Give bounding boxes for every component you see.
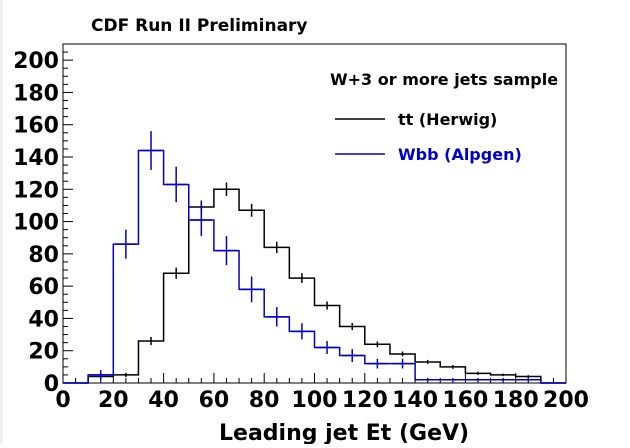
x-tick-label: 200 [543,388,589,413]
y-tick-label: 20 [28,340,59,365]
x-axis-label: Leading jet Et (GeV) [219,421,469,444]
x-tick-label: 100 [292,388,338,413]
x-tick-label: 20 [98,388,129,413]
y-tick-label: 180 [13,81,59,106]
sample-annotation: W+3 or more jets sample [330,70,558,89]
y-tick-label: 100 [13,211,59,236]
y-tick-label: 140 [13,146,59,171]
x-tick-label: 180 [493,388,539,413]
y-tick-label: 80 [28,243,59,268]
y-tick-label: 0 [44,372,59,397]
x-tick-label: 120 [342,388,388,413]
left-edge-line [0,0,3,444]
legend-label-0: tt (Herwig) [398,110,497,129]
y-tick-label: 160 [13,114,59,139]
x-tick-label: 160 [442,388,488,413]
x-tick-label: 80 [249,388,280,413]
y-tick-label: 120 [13,178,59,203]
y-tick-label: 60 [28,275,59,300]
chart-title: CDF Run II Preliminary [91,16,308,36]
y-tick-label: 200 [13,49,59,74]
x-tick-label: 140 [392,388,438,413]
y-tick-label: 40 [28,307,59,332]
legend-label-1: Wbb (Alpgen) [398,145,522,164]
legend: tt (Herwig) Wbb (Alpgen) [335,110,522,164]
x-tick-label: 60 [199,388,230,413]
x-tick-label: 40 [148,388,179,413]
x-tick-label: 0 [55,388,70,413]
